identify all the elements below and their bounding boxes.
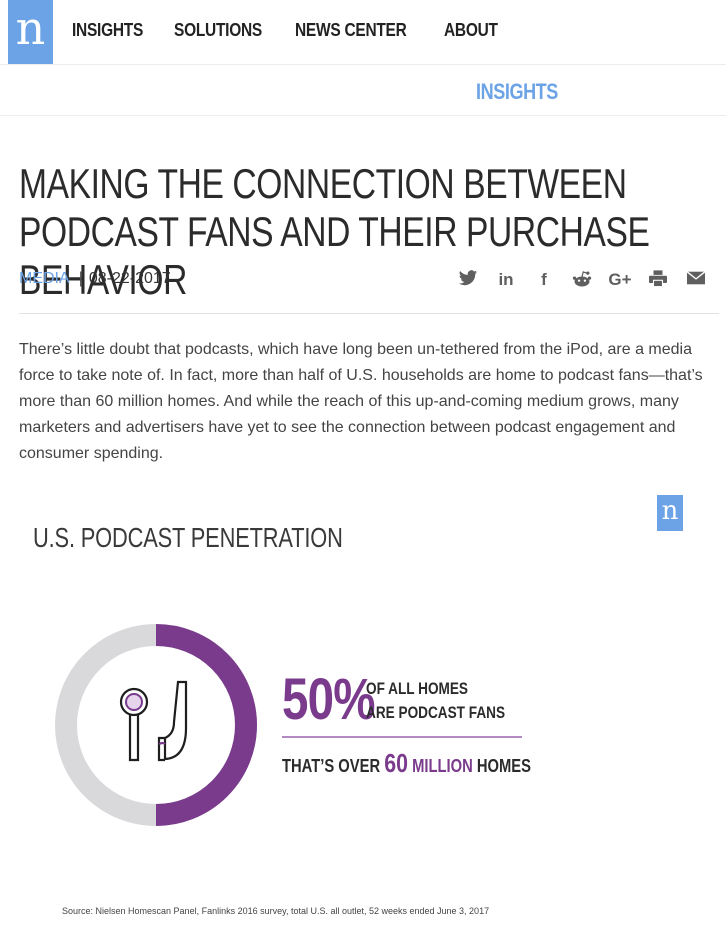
linkedin-icon[interactable]: in xyxy=(498,270,514,289)
facebook-icon[interactable]: f xyxy=(541,270,547,289)
podcast-penetration-infographic: n U.S. PODCAST PENETRATION 50% OF ALL HO… xyxy=(19,490,709,930)
homes-stat: THAT’S OVER 60 MILLION HOMES xyxy=(282,748,531,779)
twitter-icon[interactable] xyxy=(456,270,480,290)
nav-about[interactable]: ABOUT xyxy=(443,20,498,40)
share-bar: in f G+ xyxy=(456,270,708,290)
meta-divider xyxy=(19,313,719,314)
logo-letter: n xyxy=(15,1,46,55)
meta-separator: | xyxy=(78,270,83,287)
infographic-logo-letter: n xyxy=(661,496,679,526)
source-note: Source: Nielsen Homescan Panel, Fanlinks… xyxy=(62,906,490,916)
nav-insights[interactable]: INSIGHTS xyxy=(72,20,144,40)
print-icon[interactable] xyxy=(646,270,670,290)
google-plus-icon[interactable]: G+ xyxy=(608,270,632,289)
percent-caption: OF ALL HOMES ARE PODCAST FANS xyxy=(366,677,505,725)
percent-caption-line1: OF ALL HOMES xyxy=(366,679,468,698)
homes-prefix: THAT’S OVER xyxy=(282,756,381,776)
percent-caption-line2: ARE PODCAST FANS xyxy=(366,703,506,722)
main-nav: INSIGHTS SOLUTIONS NEWS CENTER ABOUT xyxy=(72,20,506,41)
article-date: 08-22-2017 xyxy=(88,270,171,287)
nav-solutions[interactable]: SOLUTIONS xyxy=(173,20,262,40)
article-meta: MEDIA | 08-22-2017 xyxy=(19,270,171,288)
article-intro-paragraph: There’s little doubt that podcasts, whic… xyxy=(19,341,703,462)
category-link[interactable]: MEDIA xyxy=(19,270,70,287)
homes-number: 60 xyxy=(384,748,408,778)
infographic-nielsen-logo: n xyxy=(657,495,683,531)
section-bar: INSIGHTS xyxy=(0,66,726,116)
section-title-insights[interactable]: INSIGHTS xyxy=(476,79,558,104)
stat-divider-line xyxy=(282,736,522,738)
homes-million: MILLION xyxy=(412,756,473,776)
donut-chart xyxy=(55,624,257,826)
nielsen-logo[interactable]: n xyxy=(8,0,53,64)
percent-value: 50% xyxy=(282,667,376,732)
infographic-title: U.S. PODCAST PENETRATION xyxy=(33,522,343,553)
reddit-icon[interactable] xyxy=(570,270,594,290)
stat-percent-row: 50% OF ALL HOMES ARE PODCAST FANS xyxy=(282,667,540,732)
donut-fill-segment xyxy=(155,624,257,826)
email-icon[interactable] xyxy=(684,270,708,290)
article-title: MAKING THE CONNECTION BETWEEN PODCAST FA… xyxy=(19,160,650,303)
homes-suffix: HOMES xyxy=(476,756,531,776)
nav-news-center[interactable]: NEWS CENTER xyxy=(294,20,407,40)
top-navigation-bar: n INSIGHTS SOLUTIONS NEWS CENTER ABOUT xyxy=(0,0,726,65)
earbuds-icon xyxy=(119,680,188,762)
